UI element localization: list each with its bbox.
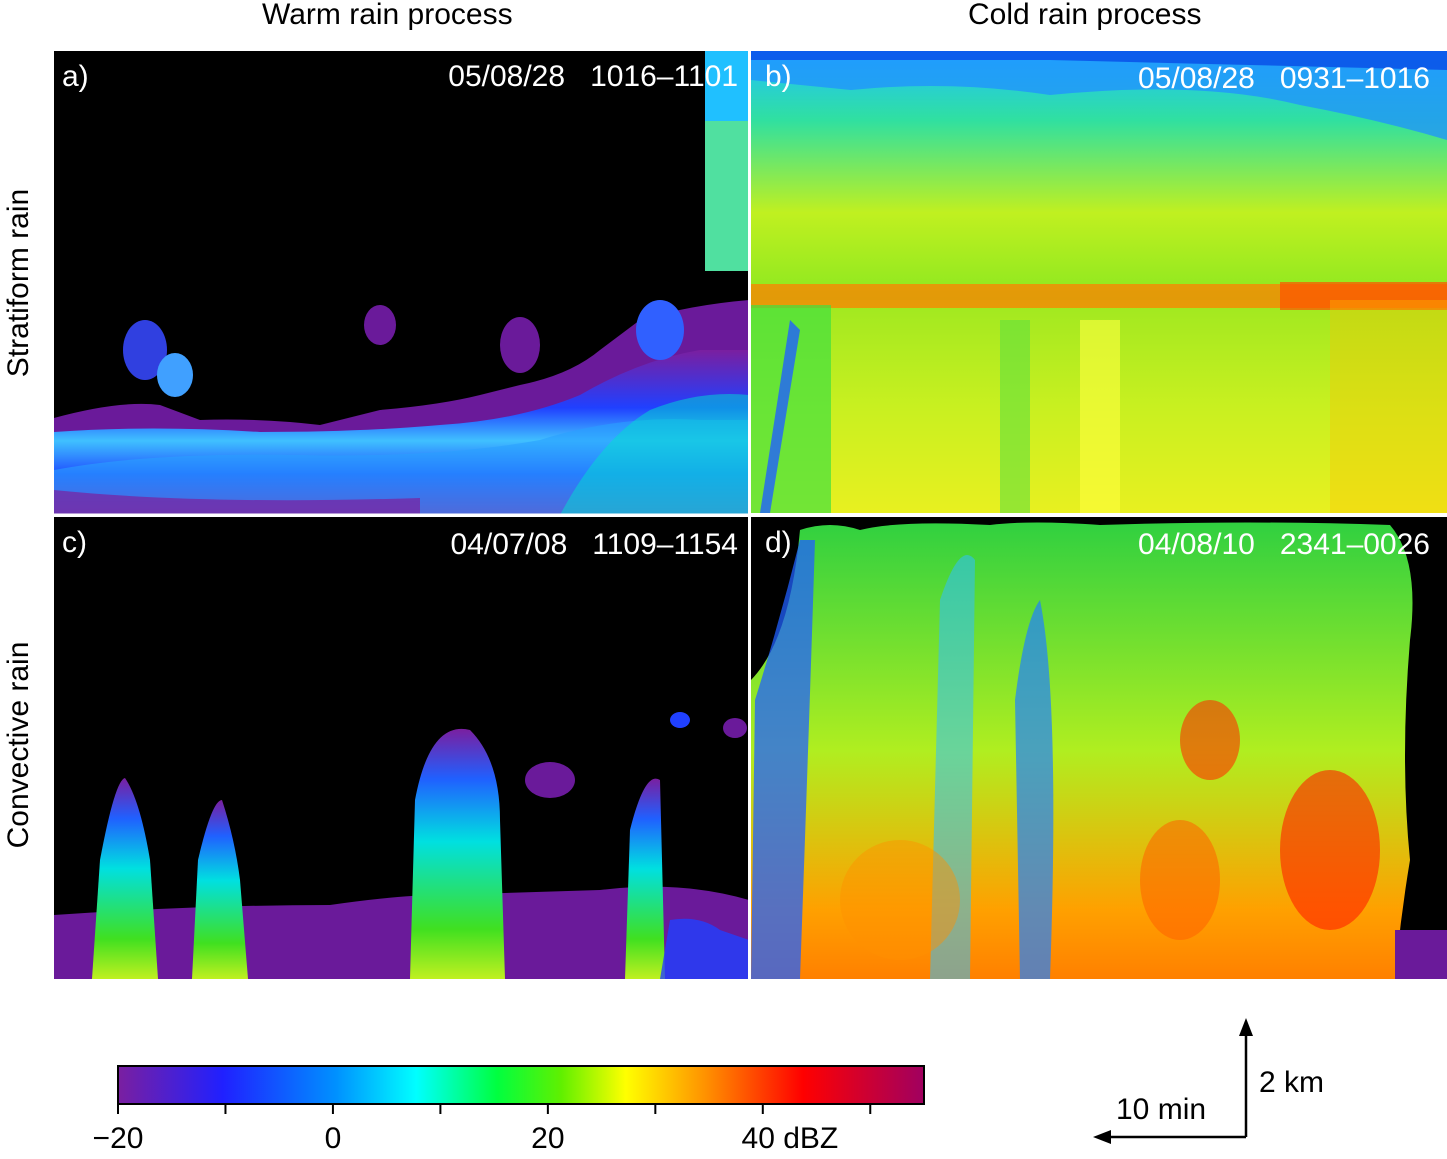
panel-c-label: c) bbox=[62, 526, 87, 559]
time-scale-label: 10 min bbox=[1116, 1093, 1207, 1126]
panel-c bbox=[54, 517, 749, 979]
panel-a-timestamp: 05/08/28 1016–1101 bbox=[448, 60, 738, 94]
panel-c-date: 04/07/08 bbox=[450, 528, 568, 561]
colorbar bbox=[117, 1065, 925, 1114]
time-arrow-icon bbox=[1093, 1130, 1111, 1144]
height-arrow-icon bbox=[1239, 1018, 1253, 1036]
colorbar-tick-label: 0 bbox=[324, 1122, 342, 1155]
panel-c-time: 1109–1154 bbox=[592, 528, 738, 561]
panel-b bbox=[751, 51, 1447, 513]
height-scale-label: 2 km bbox=[1259, 1066, 1325, 1099]
panel-b-date: 05/08/28 bbox=[1138, 62, 1255, 95]
panel-c-timestamp: 04/07/08 1109–1154 bbox=[450, 528, 738, 562]
colorbar-tick-label: 20 bbox=[531, 1122, 565, 1155]
scale-bar bbox=[1093, 1018, 1253, 1144]
panel-b-timestamp: 05/08/28 0931–1016 bbox=[1138, 62, 1430, 96]
panel-a-label: a) bbox=[62, 60, 89, 93]
column-title-cold: Cold rain process bbox=[968, 0, 1202, 31]
panel-d-label: d) bbox=[765, 526, 792, 559]
panel-b-time: 0931–1016 bbox=[1279, 62, 1430, 95]
panel-a-time: 1016–1101 bbox=[590, 60, 738, 93]
colorbar-tick-label: 40 dBZ bbox=[741, 1122, 839, 1155]
panel-a bbox=[54, 51, 749, 515]
colorbar-tick-label: −20 bbox=[92, 1122, 144, 1155]
panel-a-date: 05/08/28 bbox=[448, 60, 566, 93]
colorbar-gradient bbox=[117, 1065, 925, 1105]
column-title-warm: Warm rain process bbox=[262, 0, 513, 31]
colorbar-ticks bbox=[117, 1104, 872, 1114]
panel-d-timestamp: 04/08/10 2341–0026 bbox=[1138, 528, 1430, 562]
panel-d-time: 2341–0026 bbox=[1279, 528, 1430, 561]
panel-d-date: 04/08/10 bbox=[1138, 528, 1255, 561]
panel-d bbox=[751, 517, 1447, 979]
panel-b-label: b) bbox=[765, 60, 792, 93]
